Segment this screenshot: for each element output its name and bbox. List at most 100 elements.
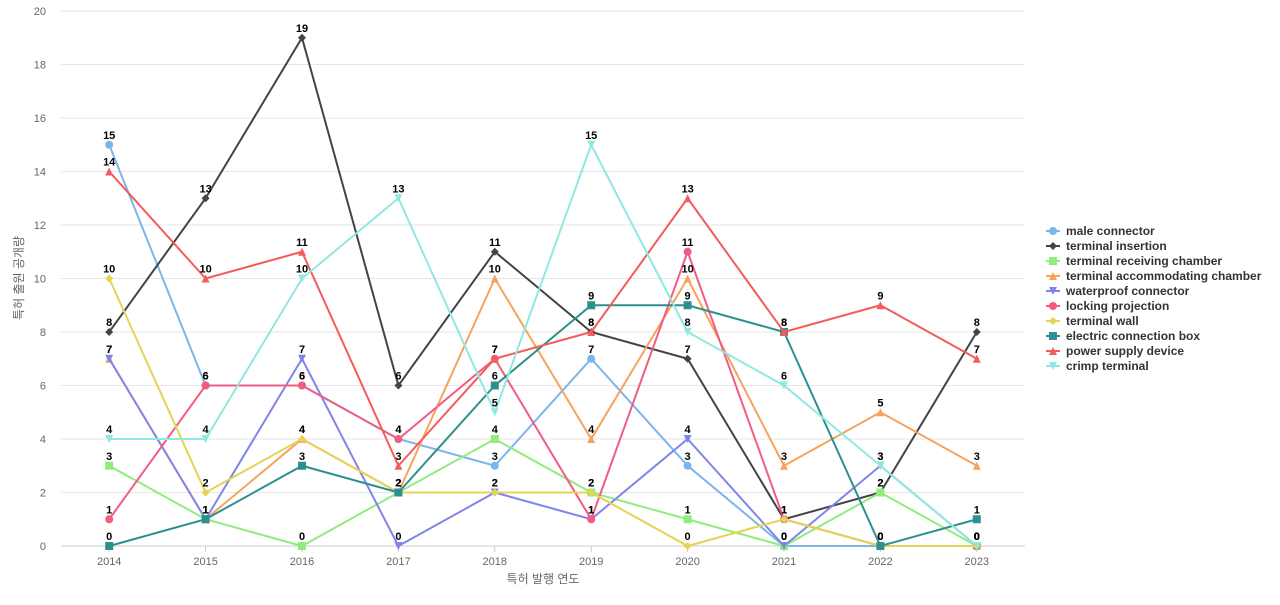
data-point [587,435,596,443]
x-tick-label: 2022 [868,556,892,568]
data-label: 15 [585,130,597,142]
data-point [876,461,885,470]
data-point [298,247,306,256]
series-line [108,356,978,548]
x-tick-label: 2016 [290,556,314,568]
data-label: 0 [106,531,112,543]
series-crimp-terminal [105,140,981,550]
series-line [108,437,978,548]
data-label: 8 [588,317,594,329]
data-label: 8 [106,317,112,329]
data-label: 4 [492,424,499,436]
data-point [298,274,306,283]
data-point [683,247,692,256]
data-label: 1 [203,504,209,516]
series-terminal-accommodating-chamber [105,274,981,524]
data-label: 6 [395,371,401,383]
y-tick-label: 14 [34,167,46,179]
data-label: 7 [492,344,498,356]
legend-item[interactable]: waterproof connector [1046,284,1190,298]
data-label: 2 [588,478,594,490]
data-label: 1 [203,504,209,516]
data-label: 0 [685,531,691,543]
data-point [298,542,306,550]
data-point [683,194,692,203]
x-tick-label: 2020 [675,556,699,568]
legend-item[interactable]: locking projection [1046,299,1169,313]
legend-item[interactable]: male connector [1046,224,1155,238]
legend-item[interactable]: power supply device [1046,344,1184,358]
data-label: 3 [974,451,980,463]
data-label: 4 [299,424,306,436]
data-point [587,354,596,363]
data-point [394,542,403,550]
data-label: 7 [974,344,980,356]
data-label: 3 [781,451,787,463]
data-label: 0 [877,531,883,543]
data-label: 6 [781,371,787,383]
data-label: 0 [877,531,883,543]
y-tick-label: 12 [34,220,46,232]
data-label: 10 [296,264,308,276]
data-point [201,194,210,203]
y-axis-title: 특허 출원 공개량 [12,236,26,320]
data-label: 2 [492,478,498,490]
legend-item[interactable]: terminal insertion [1046,239,1167,253]
series-waterproof-connector [105,354,981,550]
series-electric-connection-box [105,301,981,550]
data-point [201,488,210,497]
data-label: 5 [877,397,883,409]
x-tick-label: 2015 [193,556,217,568]
x-tick-label: 2023 [965,556,989,568]
data-point [972,354,981,363]
data-point [490,435,499,443]
legend-label: electric connection box [1066,329,1200,343]
data-label: 3 [877,451,883,463]
data-point [490,274,499,283]
y-tick-label: 4 [40,434,46,446]
data-label: 4 [203,424,210,436]
data-label: 0 [974,531,980,543]
legend-swatch-marker [1049,242,1057,250]
data-point [105,274,114,283]
x-tick-label: 2014 [97,556,121,568]
data-label: 6 [299,371,305,383]
data-point [394,194,403,203]
y-tick-label: 0 [40,541,46,553]
data-point [587,488,596,497]
data-label: 8 [588,317,594,329]
data-label: 4 [395,424,402,436]
data-label: 2 [877,478,883,490]
data-point [105,328,114,336]
data-label: 6 [492,371,498,383]
series-line [109,142,978,547]
x-tick-label: 2021 [772,556,796,568]
legend-swatch-marker [1049,227,1057,235]
data-label: 6 [299,371,305,383]
data-label: 3 [685,451,691,463]
data-label: 10 [199,264,211,276]
legend-item[interactable]: terminal receiving chamber [1046,254,1222,268]
data-point [201,435,210,443]
data-label: 15 [103,130,115,142]
legend-label: terminal receiving chamber [1066,254,1222,268]
data-label: 0 [974,531,980,543]
data-label: 1 [106,504,112,516]
data-label: 0 [781,531,787,543]
legend-item[interactable]: crimp terminal [1046,359,1149,373]
data-label: 10 [103,264,115,276]
data-label: 2 [395,478,401,490]
data-label: 7 [685,344,691,356]
legend-swatch-marker [1049,347,1057,355]
data-label: 11 [682,237,694,249]
legend-item[interactable]: electric connection box [1046,329,1200,343]
data-label: 9 [877,290,883,302]
data-point [201,274,210,283]
legend-item[interactable]: terminal wall [1046,314,1139,328]
data-label: 1 [588,504,594,516]
legend-item[interactable]: terminal accommodating chamber [1046,269,1262,283]
legend-label: male connector [1066,224,1155,238]
legend-swatch-marker [1049,287,1057,295]
data-point [298,33,306,42]
